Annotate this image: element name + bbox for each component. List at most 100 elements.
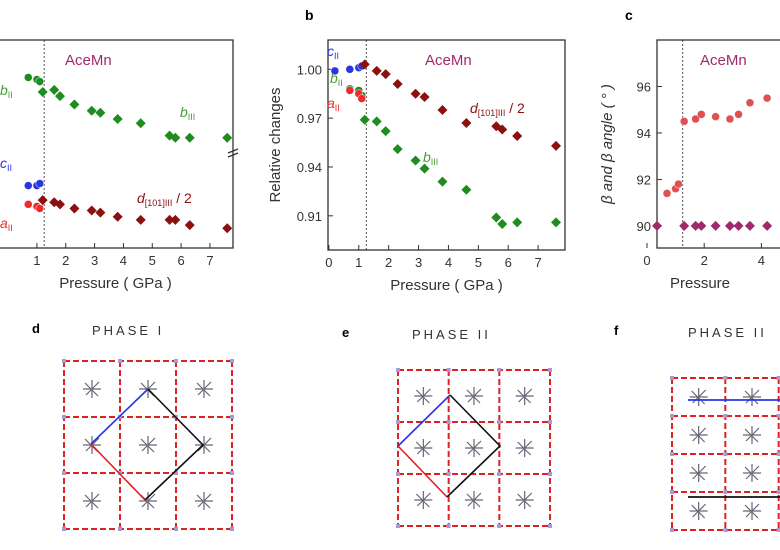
- chart-title: AceMn: [700, 52, 747, 69]
- data-point: [380, 69, 391, 80]
- metal-node: [776, 452, 780, 456]
- data-point: [222, 223, 233, 234]
- metal-node: [446, 368, 451, 372]
- x-tick-label: 5: [149, 253, 156, 268]
- x-tick-label: 6: [177, 253, 184, 268]
- metal-node: [396, 524, 400, 528]
- data-point: [419, 91, 430, 102]
- data-point: [69, 203, 80, 214]
- data-point: [710, 220, 721, 231]
- metal-node: [62, 359, 66, 363]
- data-point: [222, 132, 233, 143]
- data-point: [35, 77, 45, 86]
- organic-cation: [689, 464, 708, 482]
- chart-a: 1 2 3 4 5 6 7 Pressure ( GPa ) AceMn: [0, 39, 234, 292]
- data-point: [170, 132, 181, 143]
- data-point: [357, 94, 367, 103]
- x-tick-label: 1: [355, 255, 362, 270]
- cell-edge-blue: [90, 388, 149, 445]
- organic-cation: [465, 387, 483, 405]
- data-point: [170, 214, 181, 225]
- metal-node: [396, 368, 400, 372]
- data-point: [662, 189, 672, 198]
- x-tick-label: 0: [325, 255, 332, 270]
- data-point: [512, 131, 523, 142]
- organic-cation: [689, 388, 708, 406]
- x-tick-label: 5: [475, 255, 482, 270]
- data-point: [359, 114, 370, 125]
- metal-node: [62, 471, 66, 475]
- label-a-II: aII: [0, 215, 13, 233]
- structure-phase-iii: [670, 376, 780, 532]
- data-point: [95, 207, 106, 218]
- cell-edge-black: [144, 388, 205, 501]
- data-point: [744, 220, 755, 231]
- data-point: [184, 220, 195, 231]
- metal-node: [670, 376, 674, 380]
- y-tick-label: 94: [637, 126, 651, 141]
- structure-title-e: PHASE II: [412, 327, 491, 342]
- metal-node: [446, 524, 451, 528]
- y-tick-label: 1.00: [297, 62, 322, 77]
- data-point: [497, 124, 508, 135]
- data-point: [696, 220, 707, 231]
- panel-label-b: b: [305, 7, 314, 23]
- organic-cation: [465, 439, 483, 457]
- organic-cation: [414, 387, 433, 405]
- data-point: [725, 114, 735, 124]
- data-point: [679, 117, 689, 126]
- cell-edge-red: [397, 445, 448, 498]
- organic-cation: [139, 436, 157, 454]
- data-point: [437, 176, 448, 187]
- data-point: [135, 214, 146, 225]
- data-point: [410, 88, 421, 99]
- data-point: [674, 179, 683, 189]
- y-tick-label: 96: [637, 79, 651, 94]
- data-point: [679, 220, 690, 231]
- data-point: [697, 110, 706, 119]
- x-tick-label: 3: [415, 255, 422, 270]
- cell-edge-black: [446, 394, 502, 498]
- metal-node: [62, 415, 66, 419]
- metal-node: [497, 420, 502, 424]
- organic-cation: [743, 502, 761, 520]
- data-point: [112, 211, 123, 222]
- panel-label-d: d: [32, 321, 40, 336]
- metal-node: [776, 376, 780, 380]
- data-point: [95, 107, 106, 118]
- data-point: [86, 205, 97, 216]
- data-point: [497, 218, 508, 229]
- plot-frame: [656, 39, 780, 249]
- organic-cation: [414, 491, 433, 509]
- label-b-b-III: bIII: [423, 149, 438, 167]
- organic-cation: [465, 491, 483, 509]
- organic-cation: [83, 492, 101, 510]
- data-point: [461, 184, 472, 195]
- metal-node: [230, 471, 234, 475]
- metal-node: [230, 359, 234, 363]
- x-axis-label: Pressure ( GPa ): [59, 275, 172, 292]
- data-point: [345, 65, 355, 74]
- data-point: [652, 220, 662, 231]
- data-point: [724, 220, 735, 231]
- data-point: [745, 98, 755, 107]
- data-point: [330, 66, 340, 76]
- data-point: [35, 179, 45, 188]
- metal-node: [670, 490, 674, 494]
- data-point: [184, 132, 195, 143]
- y-tick-label: 90: [637, 219, 651, 234]
- metal-node: [62, 527, 66, 531]
- data-point: [54, 91, 65, 102]
- y-axis-label: β and β angle ( ° ): [599, 84, 616, 205]
- x-tick-label: 6: [505, 255, 512, 270]
- label-b-b-II: bII: [330, 70, 343, 88]
- metal-node: [548, 524, 552, 528]
- data-point: [69, 99, 80, 110]
- data-point: [690, 220, 701, 231]
- y-tick-label: 92: [637, 172, 651, 187]
- metal-node: [776, 414, 780, 418]
- data-point: [371, 116, 382, 127]
- data-point: [491, 212, 502, 223]
- x-tick-label: 1: [33, 253, 40, 268]
- organic-cation: [515, 491, 534, 509]
